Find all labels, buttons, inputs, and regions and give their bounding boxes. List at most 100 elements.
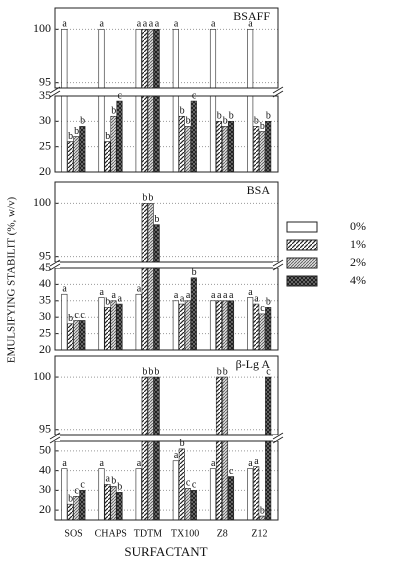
bar <box>104 307 111 351</box>
significance-letter: b <box>117 482 122 493</box>
legend-swatch <box>286 239 318 251</box>
bar <box>110 300 117 351</box>
x-tick-label: SOS <box>64 528 82 539</box>
significance-letter: b <box>148 193 153 204</box>
significance-letter: a <box>137 19 142 30</box>
significance-letter: b <box>266 111 271 122</box>
x-axis-label: SURFACTANT <box>124 544 207 559</box>
y-tick-label: 20 <box>39 502 51 516</box>
axis-break <box>50 262 60 268</box>
bar <box>265 307 272 351</box>
bar <box>190 277 197 351</box>
significance-letter: b <box>154 214 159 225</box>
bar <box>135 468 142 521</box>
bar <box>73 320 80 351</box>
significance-letter: a <box>62 284 67 295</box>
legend-swatch <box>286 257 318 269</box>
significance-letter: b <box>80 116 85 127</box>
significance-letter: a <box>155 19 160 30</box>
axis-break <box>273 262 283 268</box>
bar <box>153 224 160 263</box>
bar <box>227 476 235 521</box>
bar <box>265 376 272 436</box>
significance-letter: c <box>192 480 197 491</box>
significance-letter: b <box>105 131 110 142</box>
y-tick-label: 35 <box>39 293 51 307</box>
bar <box>61 293 68 351</box>
bar <box>221 440 229 521</box>
significance-letter: a <box>217 290 222 301</box>
significance-letter: b <box>142 366 147 377</box>
legend-label: 1% <box>350 237 366 251</box>
bar <box>67 141 74 173</box>
bar <box>259 313 266 351</box>
bar <box>215 121 223 173</box>
y-tick-label: 25 <box>39 325 51 339</box>
significance-letter: b <box>111 476 116 487</box>
significance-letter: c <box>260 303 265 314</box>
significance-letter: b <box>223 366 228 377</box>
significance-letter: c <box>186 478 191 489</box>
bar <box>61 468 68 521</box>
axis-break <box>50 435 60 441</box>
significance-letter: a <box>229 290 234 301</box>
bar <box>153 376 160 436</box>
bar <box>98 95 105 173</box>
significance-letter: a <box>112 290 117 301</box>
bar <box>178 448 185 521</box>
axis-break <box>273 89 283 95</box>
y-tick-label: 100 <box>33 21 51 35</box>
axis-break <box>272 432 284 444</box>
y-tick-label: 20 <box>39 342 51 356</box>
y-tick-label: 50 <box>39 443 51 457</box>
significance-letter: a <box>118 293 123 304</box>
bar <box>172 460 179 521</box>
bar <box>73 495 80 521</box>
bar <box>172 95 179 173</box>
panel-title: BSAFF <box>233 9 270 23</box>
bar <box>61 29 68 89</box>
significance-letter: b <box>142 193 147 204</box>
bar <box>135 95 142 173</box>
y-tick-label: 30 <box>39 482 51 496</box>
axis-break <box>50 89 60 95</box>
significance-letter: a <box>248 19 253 30</box>
bar <box>147 203 154 263</box>
significance-letter: b <box>68 493 73 504</box>
bar <box>135 29 142 89</box>
bar <box>116 303 123 351</box>
panel-frame <box>54 267 279 351</box>
bar <box>253 303 260 351</box>
significance-letter: b <box>68 313 73 324</box>
bar <box>73 136 80 173</box>
y-axis-label: EMULSIFYING STABILIT (%, w/v) <box>6 196 18 363</box>
bar <box>247 95 254 173</box>
y-tick-label: 95 <box>39 74 51 88</box>
bar <box>265 121 272 173</box>
axis-break <box>49 86 61 98</box>
significance-letter: a <box>248 287 253 298</box>
y-tick-label: 20 <box>39 164 51 178</box>
legend-label: 0% <box>350 219 366 233</box>
bar <box>147 267 154 351</box>
significance-letter: b <box>180 438 185 449</box>
bar <box>221 126 229 173</box>
bar <box>61 95 68 173</box>
significance-letter: b <box>68 131 73 142</box>
significance-letter: a <box>174 19 179 30</box>
significance-letter: a <box>100 19 105 30</box>
y-tick-label: 45 <box>39 260 51 274</box>
significance-letter: b <box>148 366 153 377</box>
significance-letter: a <box>137 284 142 295</box>
bar <box>116 100 123 173</box>
significance-letter: c <box>74 486 79 497</box>
significance-letter: a <box>211 290 216 301</box>
bar <box>104 484 111 521</box>
bar <box>110 486 117 521</box>
significance-letter: b <box>266 297 271 308</box>
significance-letter: a <box>248 458 253 469</box>
significance-letter: b <box>229 111 234 122</box>
bar <box>259 515 266 521</box>
significance-letter: b <box>180 106 185 117</box>
bar <box>147 376 154 436</box>
